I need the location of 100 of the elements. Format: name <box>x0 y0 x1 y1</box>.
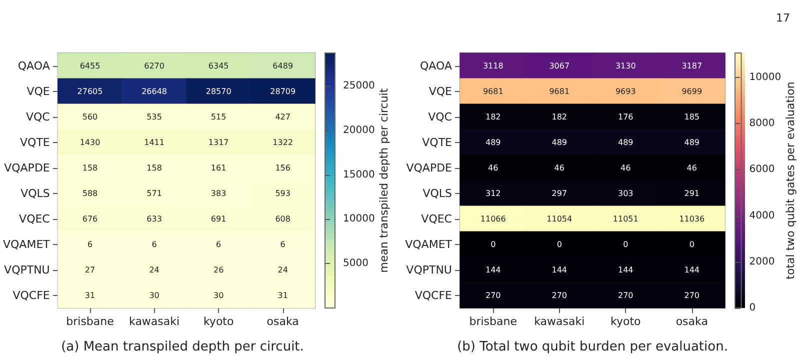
x-tick-label: brisbane <box>66 315 114 328</box>
data-label: 158 <box>146 163 162 172</box>
color-bar-label: 0 <box>749 302 756 314</box>
data-label: 515 <box>210 112 226 122</box>
data-label: 427 <box>275 112 290 122</box>
data-label: 0 <box>490 240 496 249</box>
data-label: 593 <box>275 188 290 198</box>
data-label: 560 <box>82 112 98 122</box>
data-label: 270 <box>485 290 501 300</box>
data-label: 535 <box>146 112 162 122</box>
y-tick-label: VQC <box>428 110 452 124</box>
data-label: 31 <box>278 290 288 300</box>
data-label: 30 <box>213 290 224 300</box>
data-label: 6 <box>216 240 222 249</box>
data-label: 270 <box>684 290 700 300</box>
y-tick-label: VQEC <box>19 212 50 226</box>
data-label: 303 <box>618 188 634 198</box>
data-label: 571 <box>146 188 162 198</box>
y-tick-label: VQAMET <box>405 238 452 251</box>
text: (b) Total two qubit burden per evaluation. <box>457 340 728 354</box>
data-label: 27 <box>84 265 96 274</box>
x-tick-label: osaka <box>676 315 708 328</box>
x-tick-label: osaka <box>266 315 299 328</box>
y-tick-label: VQEC <box>421 212 452 226</box>
data-label: 270 <box>618 290 634 300</box>
data-label: 156 <box>275 163 290 172</box>
data-label: 158 <box>82 163 98 172</box>
data-label: 9681 <box>549 86 570 96</box>
data-label: 28709 <box>270 86 296 96</box>
y-tick-label: VQCFE <box>12 288 50 302</box>
data-label: 185 <box>684 112 700 122</box>
data-label: 1317 <box>208 138 229 147</box>
data-label: 270 <box>552 290 568 300</box>
color-bar-label: 25000 <box>343 80 375 92</box>
text: (a) Mean transpiled depth per circuit. <box>61 340 304 354</box>
data-label: 1322 <box>272 138 294 147</box>
data-label: 588 <box>82 188 98 198</box>
data-label: 144 <box>618 265 634 274</box>
x-tick-label: kyoto <box>610 315 642 328</box>
y-tick-label: VQLS <box>422 186 452 200</box>
data-label: 691 <box>210 214 226 224</box>
data-label: 312 <box>485 188 501 198</box>
color-bar-label: 10000 <box>343 214 375 225</box>
y-tick-label: QAOA <box>420 59 452 72</box>
data-label: 46 <box>620 163 631 172</box>
data-label: 161 <box>210 163 226 172</box>
data-label: 608 <box>275 214 290 224</box>
color-bar-label: 10000 <box>749 72 782 84</box>
data-label: 9681 <box>482 86 504 96</box>
x-tick-label: kawasaki <box>534 315 585 328</box>
x-tick-label: kyoto <box>203 315 234 328</box>
data-label: 489 <box>485 138 501 147</box>
data-label: 28570 <box>206 86 232 96</box>
data-label: 31 <box>84 290 96 300</box>
y-tick-label: VQLS <box>20 186 50 200</box>
data-label: 46 <box>488 163 498 172</box>
y-tick-label: VQTE <box>422 136 452 149</box>
data-label: 11066 <box>480 214 506 224</box>
data-label: 6489 <box>272 61 294 70</box>
y-tick-label: QAOA <box>18 59 50 72</box>
data-label: 6270 <box>144 61 164 70</box>
color-bar-label: 5000 <box>343 258 368 270</box>
data-label: 144 <box>684 265 700 274</box>
y-tick-label: VQC <box>26 110 50 124</box>
data-label: 30 <box>149 290 160 300</box>
data-label: 489 <box>618 138 634 147</box>
data-label: 633 <box>146 214 162 224</box>
x-tick-label: kawasaki <box>129 315 180 328</box>
data-label: 3187 <box>682 61 702 70</box>
data-label: 291 <box>684 188 700 198</box>
data-label: 11036 <box>679 214 705 224</box>
data-label: 24 <box>149 265 160 274</box>
color-bar-label: 8000 <box>749 118 775 130</box>
data-label: 11054 <box>546 214 572 224</box>
y-tick-label: VQE <box>428 84 452 98</box>
data-label: 144 <box>485 265 501 274</box>
y-tick-label: VQCFE <box>414 288 452 302</box>
data-label: 3118 <box>482 61 504 70</box>
color-bar-title: mean transpiled depth per circuit <box>378 88 391 273</box>
data-label: 182 <box>552 112 568 122</box>
data-label: 0 <box>556 240 562 249</box>
data-label: 676 <box>82 214 98 224</box>
data-label: 383 <box>210 188 226 198</box>
x-tick-label: brisbane <box>469 315 518 328</box>
data-label: 489 <box>684 138 700 147</box>
data-label: 24 <box>278 265 288 274</box>
data-label: 1411 <box>144 138 164 147</box>
data-label: 489 <box>552 138 568 147</box>
color-bar-label: 20000 <box>343 124 375 136</box>
color-bar-title: total two qubit gates per evaluation <box>784 82 797 280</box>
data-label: 46 <box>686 163 697 172</box>
data-label: 9693 <box>615 86 636 96</box>
data-label: 0 <box>689 240 694 249</box>
color-bar-label: 6000 <box>749 164 775 176</box>
y-tick-label: VQPTNU <box>4 263 50 276</box>
data-label: 6455 <box>80 61 100 70</box>
color-bar-label: 4000 <box>749 210 775 222</box>
data-label: 182 <box>485 112 501 122</box>
data-label: 6 <box>152 240 157 249</box>
data-label: 6 <box>87 240 93 249</box>
